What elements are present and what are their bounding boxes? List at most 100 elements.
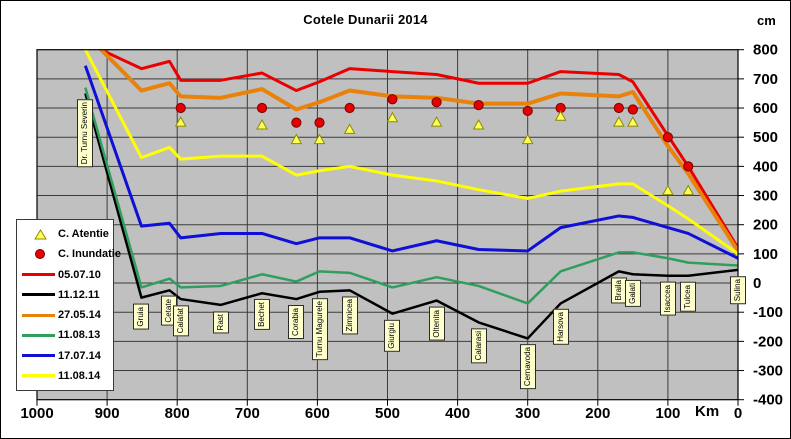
y-axis-unit-label: cm (757, 13, 776, 28)
flood-marker-Cernavoda (522, 105, 533, 117)
legend-attention-label: C. Atentie (58, 228, 109, 241)
flood-marker-Oltenita (431, 97, 442, 108)
station-label-Gruia: Gruia (133, 303, 150, 330)
legend-line-swatch (22, 354, 58, 358)
station-label-Tulcea: Tulcea (680, 281, 697, 312)
flood-marker-Calarasi (473, 100, 484, 111)
y-tick-label: 0 (753, 275, 761, 292)
y-tick-label: 500 (753, 129, 778, 146)
x-tick-label: 1000 (20, 405, 53, 422)
station-label-Oltenita: Oltenita (428, 306, 445, 341)
legend-series-label: 11.12.11 (58, 288, 100, 301)
attention-marker-Zimnicea (343, 123, 356, 134)
station-label-Sulina: Sulina (730, 275, 746, 305)
legend-line-swatch (22, 313, 58, 317)
legend-series-label: 05.07.10 (58, 268, 101, 281)
y-tick-label: 200 (753, 217, 778, 234)
legend-item-11.08.14: 11.08.14 (22, 367, 113, 385)
x-tick-label: 200 (585, 405, 610, 422)
series-line-17.07.14 (83, 65, 738, 260)
flood-marker-Turnu Magurele (314, 117, 325, 128)
flood-marker-Galati (627, 104, 638, 115)
station-label-Giurgiu: Giurgiu (384, 319, 401, 352)
station-label-Calarasi: Calarasi (470, 328, 487, 364)
station-label-Rast: Rast (212, 310, 229, 334)
attention-marker-Giurgiu (386, 111, 399, 123)
attention-marker-Calarasi (472, 119, 485, 130)
flood-marker-Giurgiu (387, 94, 398, 105)
y-tick-label: 100 (753, 246, 778, 263)
y-tick-label: 400 (753, 158, 778, 175)
station-label-Dr. Turnu Severin: Dr. Turnu Severin (77, 99, 94, 168)
legend-item-11.12.11: 11.12.11 (22, 286, 113, 304)
station-label-Turnu Magurele: Turnu Magurele (311, 297, 328, 360)
series-line-11.08.13 (84, 87, 738, 305)
legend-series-label: 11.08.13 (58, 329, 101, 342)
station-label-Harsova: Harsova (552, 309, 569, 346)
series-line-11.12.11 (84, 93, 738, 340)
attention-marker-Cernavoda (521, 133, 534, 145)
x-tick-label: 800 (165, 405, 190, 422)
station-label-Calafat: Calafat (172, 305, 189, 337)
flood-marker-Zimnicea (344, 102, 355, 114)
station-label-Cernavoda: Cernavoda (519, 344, 536, 390)
x-tick-label: 900 (95, 405, 120, 422)
attention-triangle-icon (22, 228, 58, 240)
x-tick-label: 400 (445, 405, 470, 422)
y-tick-label: 800 (753, 42, 778, 59)
station-label-Isaccea: Isaccea (659, 281, 676, 316)
legend-item-flood: C. Inundatie (22, 245, 121, 263)
attention-marker-Isaccea (662, 184, 674, 196)
y-tick-label: -200 (753, 333, 783, 350)
legend-flood-label: C. Inundatie (58, 248, 121, 261)
attention-marker-Oltenita (430, 116, 443, 127)
attention-marker-Braila (612, 116, 625, 127)
flood-marker-Braila (613, 102, 624, 114)
attention-marker-Calafat (174, 116, 187, 127)
legend-line-swatch (22, 374, 58, 378)
legend-line-swatch (22, 293, 58, 297)
legend-line-swatch (22, 273, 58, 277)
x-tick-label: 600 (305, 405, 330, 422)
x-axis-unit-label: Km (695, 403, 720, 420)
x-tick-label: 0 (734, 405, 742, 422)
attention-marker-Tulcea (682, 184, 695, 196)
station-label-Galati: Galati (624, 280, 641, 308)
series-line-11.08.14 (84, 49, 738, 256)
x-tick-label: 500 (375, 405, 400, 422)
x-tick-label: 300 (515, 405, 540, 422)
attention-marker-Corabia (290, 133, 303, 145)
y-tick-label: 700 (753, 71, 778, 88)
attention-marker-Turnu Magurele (313, 133, 326, 145)
legend-item-17.07.14: 17.07.14 (22, 347, 113, 365)
attention-marker-Bechet (256, 119, 268, 130)
y-tick-label: -100 (753, 304, 783, 321)
x-tick-label: 700 (235, 405, 260, 422)
legend-item-27.05.14: 27.05.14 (22, 306, 113, 324)
station-label-Corabia: Corabia (288, 305, 305, 340)
y-tick-label: 300 (753, 188, 778, 205)
legend-item-11.08.13: 11.08.13 (22, 326, 113, 344)
legend-line-swatch (22, 333, 58, 337)
flood-marker-Bechet (256, 102, 268, 114)
legend-item-05.07.10: 05.07.10 (22, 266, 113, 284)
chart-title: Cotele Dunarii 2014 (303, 12, 428, 27)
x-tick-label: 100 (655, 405, 680, 422)
station-label-Bechet: Bechet (254, 299, 271, 331)
y-tick-label: -400 (753, 392, 783, 409)
y-tick-label: -300 (753, 363, 783, 380)
flood-marker-Corabia (291, 117, 302, 128)
flood-marker-Calafat (175, 102, 186, 114)
attention-marker-Harsova (554, 110, 567, 121)
station-label-Zimnicea: Zimnicea (341, 296, 358, 335)
y-tick-label: 600 (753, 100, 778, 117)
flood-dot-icon (22, 248, 58, 260)
flood-marker-Isaccea (662, 132, 674, 143)
legend-series-label: 17.07.14 (58, 349, 101, 362)
legend-item-attention: C. Atentie (22, 225, 113, 243)
legend-series-label: 11.08.14 (58, 369, 101, 382)
legend: C. Atentie C. Inundatie 05.07.10 11.12.11… (16, 219, 121, 391)
legend-series-label: 27.05.14 (58, 309, 101, 322)
